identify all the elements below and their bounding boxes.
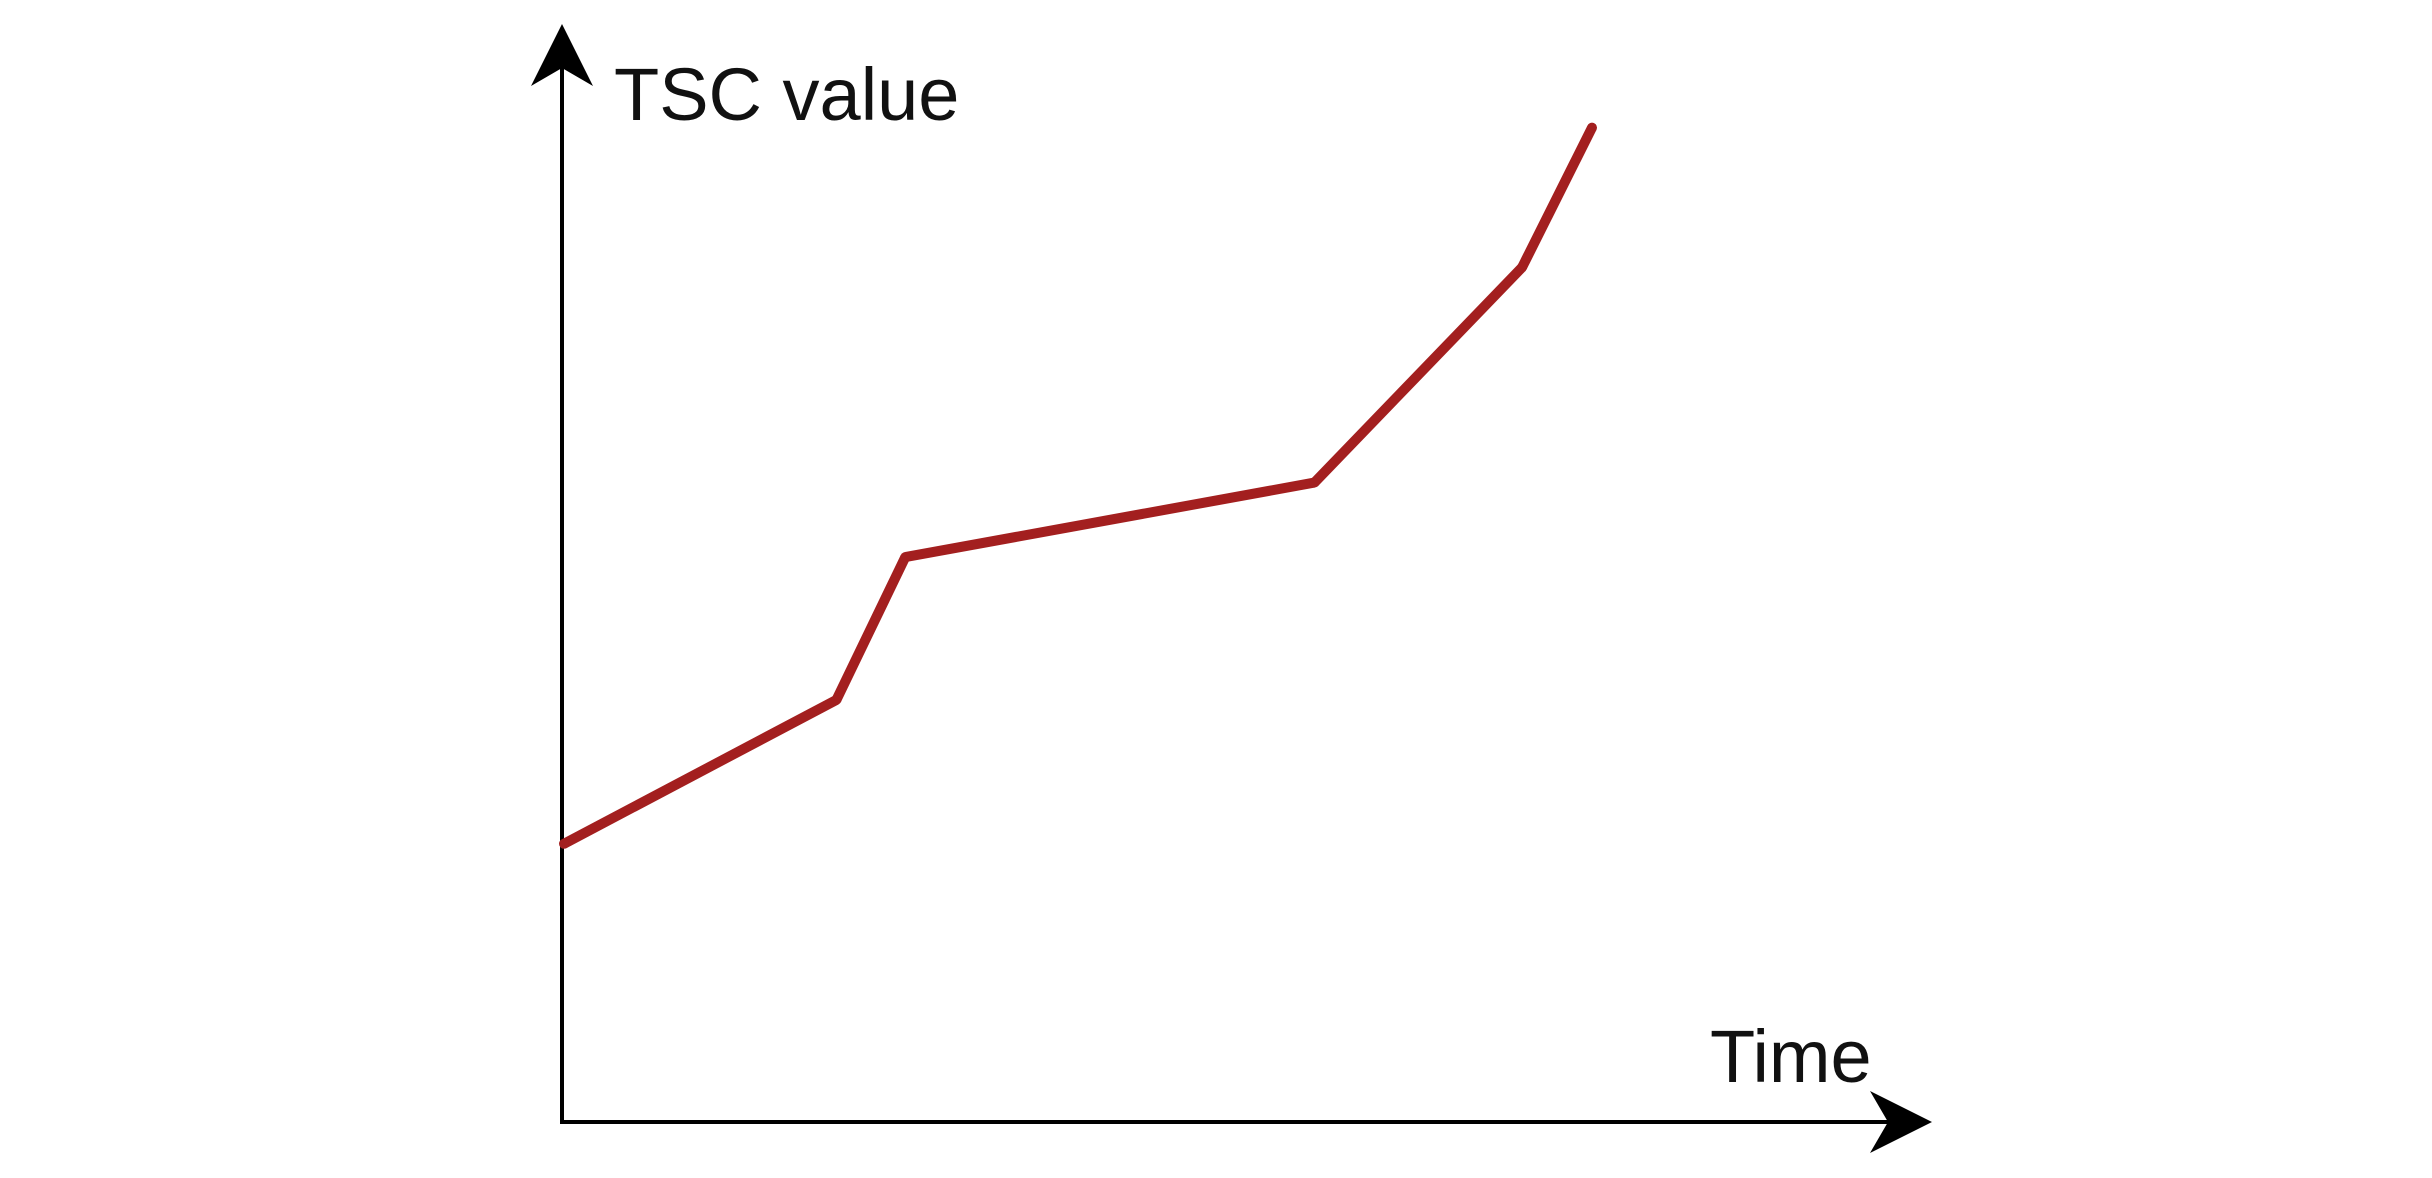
series-0-segment-3 (1310, 263, 1526, 487)
x-axis-arrowhead (1870, 1091, 1932, 1153)
y-axis-label: TSC value (614, 53, 959, 136)
series-0-segment-1 (831, 554, 910, 703)
series-0-segment-0 (561, 695, 839, 849)
series-0-segment-4 (1517, 125, 1597, 270)
series-0-point-5 (1587, 122, 1597, 133)
series-0-point-4 (1517, 262, 1528, 273)
series-0-point-1 (831, 694, 842, 705)
x-axis-label: Time (1710, 1015, 1872, 1098)
series-0-point-0 (559, 838, 569, 849)
series-0-point-3 (1309, 477, 1320, 488)
series-0-segment-2 (904, 477, 1316, 563)
series-layer (559, 122, 1597, 849)
series-0-point-2 (900, 552, 911, 563)
y-axis-arrowhead (531, 24, 593, 86)
